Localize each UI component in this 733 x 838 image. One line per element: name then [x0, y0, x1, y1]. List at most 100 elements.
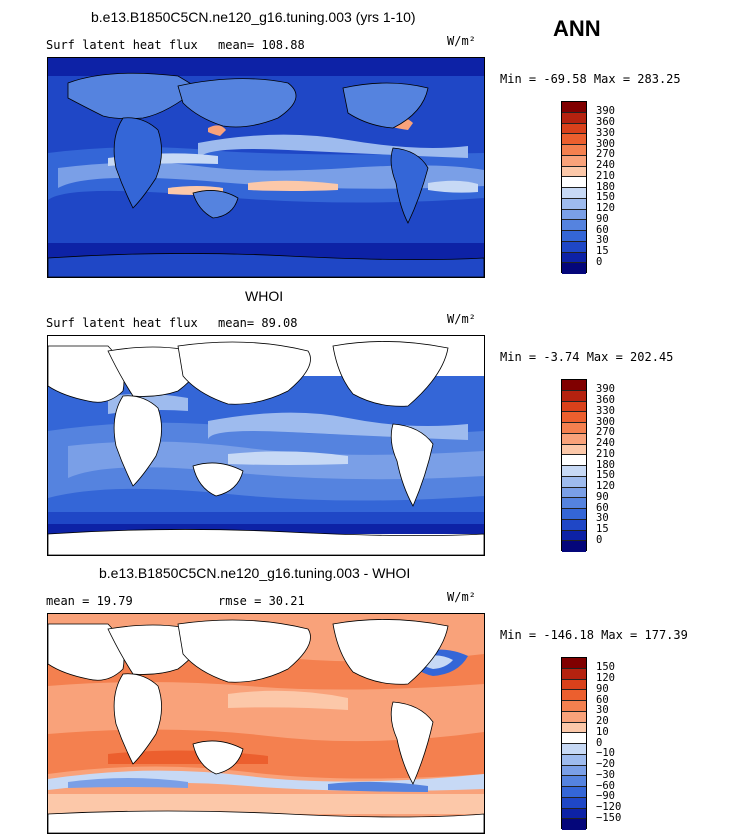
colorbar-tick: 390 [596, 383, 615, 395]
colorbar-tick: −10 [596, 747, 615, 759]
colorbar-swatch [562, 701, 586, 712]
colorbar-swatch [562, 787, 586, 798]
colorbar-tick: 120 [596, 672, 615, 684]
colorbar-tick: 150 [596, 661, 615, 673]
colorbar-swatch [562, 198, 586, 210]
colorbar-tick: 150 [596, 469, 615, 481]
panel1-variable-label: Surf latent heat flux [46, 38, 198, 52]
panel2-units: W/m² [447, 312, 476, 326]
colorbar-swatch [562, 808, 586, 820]
colorbar-tick: 330 [596, 405, 615, 417]
panel2-colorbar [561, 379, 587, 552]
colorbar-tick: 210 [596, 170, 615, 182]
panel3-map [47, 613, 485, 834]
colorbar-swatch [562, 401, 586, 413]
colorbar-swatch [562, 668, 586, 680]
colorbar-swatch [562, 509, 586, 520]
panel3-rmse: rmse = 30.21 [218, 594, 305, 608]
panel3-mean: mean = 19.79 [46, 594, 133, 608]
colorbar-swatch [562, 711, 586, 723]
colorbar-tick: 270 [596, 148, 615, 160]
colorbar-tick: 10 [596, 726, 609, 738]
colorbar-tick: 60 [596, 694, 609, 706]
colorbar-swatch [562, 102, 586, 113]
colorbar-tick: −90 [596, 790, 615, 802]
colorbar-tick: −150 [596, 812, 622, 824]
panel2-map [47, 335, 485, 556]
colorbar-swatch [562, 231, 586, 242]
colorbar-tick: 30 [596, 512, 609, 524]
colorbar-tick: 15 [596, 523, 609, 535]
colorbar-tick: 0 [596, 534, 603, 546]
colorbar-tick: 20 [596, 715, 609, 727]
panel3-title: b.e13.B1850C5CN.ne120_g16.tuning.003 - W… [99, 565, 411, 581]
colorbar-tick: 60 [596, 224, 609, 236]
colorbar-swatch [562, 819, 586, 830]
colorbar-swatch [562, 380, 586, 391]
colorbar-swatch [562, 123, 586, 135]
colorbar-tick: 150 [596, 191, 615, 203]
colorbar-tick: 360 [596, 116, 615, 128]
colorbar-swatch [562, 476, 586, 488]
colorbar-swatch [562, 220, 586, 231]
colorbar-swatch [562, 797, 586, 809]
colorbar-swatch [562, 679, 586, 691]
colorbar-swatch [562, 390, 586, 402]
season-label: ANN [553, 16, 601, 41]
colorbar-tick: 60 [596, 502, 609, 514]
panel1-units: W/m² [447, 34, 476, 48]
colorbar-swatch [562, 658, 586, 669]
colorbar-tick: 90 [596, 213, 609, 225]
colorbar-tick: 180 [596, 181, 615, 193]
colorbar-swatch [562, 209, 586, 221]
colorbar-tick: 300 [596, 138, 615, 150]
colorbar-swatch [562, 466, 586, 477]
colorbar-swatch [562, 433, 586, 445]
colorbar-tick: 120 [596, 202, 615, 214]
panel1-minmax: Min = -69.58 Max = 283.25 [500, 72, 681, 86]
colorbar-tick: 240 [596, 159, 615, 171]
colorbar-tick: 300 [596, 416, 615, 428]
panel3-minmax: Min = -146.18 Max = 177.39 [500, 628, 688, 642]
colorbar-swatch [562, 155, 586, 167]
colorbar-swatch [562, 519, 586, 531]
colorbar-swatch [562, 754, 586, 766]
colorbar-swatch [562, 188, 586, 199]
colorbar-swatch [562, 145, 586, 156]
colorbar-swatch [562, 263, 586, 274]
colorbar-swatch [562, 412, 586, 423]
colorbar-tick: 30 [596, 234, 609, 246]
colorbar-tick: −120 [596, 801, 622, 813]
colorbar-swatch [562, 166, 586, 178]
colorbar-tick: 30 [596, 704, 609, 716]
panel1-mean: mean= 108.88 [218, 38, 305, 52]
panel2-variable-label: Surf latent heat flux [46, 316, 198, 330]
colorbar-swatch [562, 765, 586, 777]
colorbar-tick: 210 [596, 448, 615, 460]
panel3-units: W/m² [447, 590, 476, 604]
colorbar-swatch [562, 241, 586, 253]
colorbar-swatch [562, 487, 586, 499]
colorbar-tick: 390 [596, 105, 615, 117]
colorbar-swatch [562, 112, 586, 124]
panel2-minmax: Min = -3.74 Max = 202.45 [500, 350, 674, 364]
colorbar-tick: 0 [596, 256, 603, 268]
colorbar-swatch [562, 541, 586, 552]
colorbar-tick: 240 [596, 437, 615, 449]
colorbar-swatch [562, 455, 586, 466]
colorbar-swatch [562, 134, 586, 145]
panel3-colorbar [561, 657, 587, 830]
colorbar-swatch [562, 733, 586, 744]
colorbar-swatch [562, 744, 586, 755]
colorbar-swatch [562, 722, 586, 734]
colorbar-swatch [562, 444, 586, 456]
colorbar-tick: −20 [596, 758, 615, 770]
panel1-colorbar [561, 101, 587, 274]
panel2-mean: mean= 89.08 [218, 316, 298, 330]
colorbar-tick: 90 [596, 683, 609, 695]
colorbar-swatch [562, 690, 586, 701]
colorbar-swatch [562, 498, 586, 509]
panel1-map [47, 57, 485, 278]
colorbar-tick: 330 [596, 127, 615, 139]
colorbar-swatch [562, 776, 586, 787]
